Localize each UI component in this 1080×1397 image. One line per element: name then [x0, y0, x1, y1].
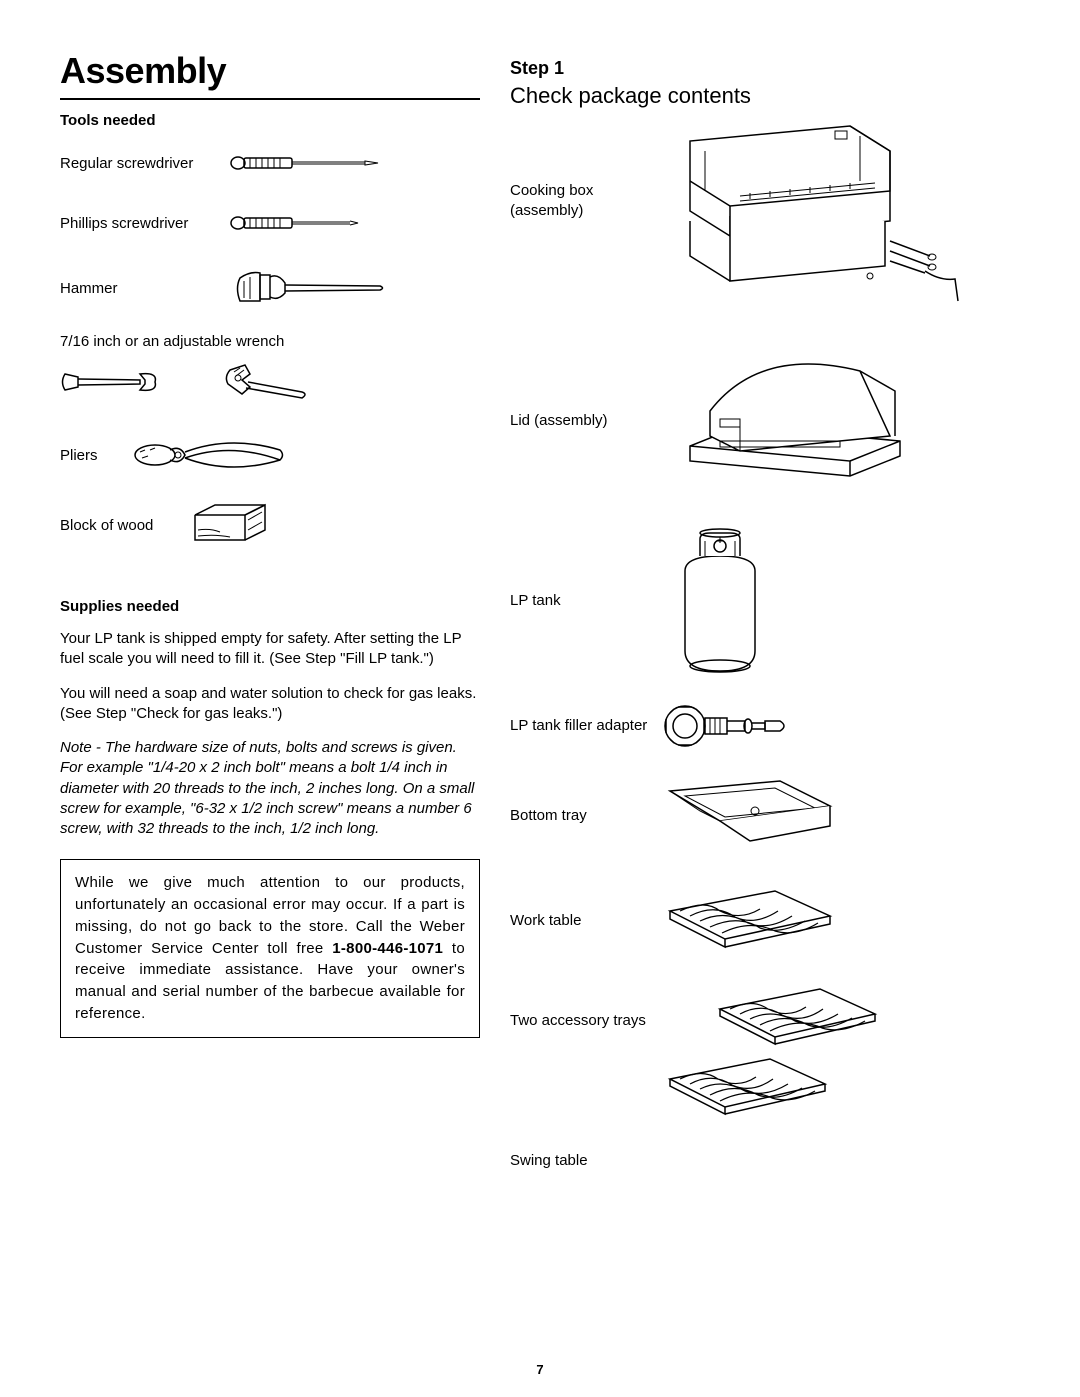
part-row-bottom-tray: Bottom tray	[510, 771, 990, 861]
accessory-trays-icon	[660, 981, 990, 1131]
part-row-lid: Lid (assembly)	[510, 341, 990, 501]
lid-icon	[660, 341, 990, 501]
part-row-lp-adapter: LP tank filler adapter	[510, 701, 990, 751]
part-label: Lid (assembly)	[510, 411, 660, 431]
part-row-lp-tank: LP tank	[510, 521, 990, 681]
part-row-swing-table: Swing table	[510, 1151, 990, 1171]
part-label: Cooking box (assembly)	[510, 121, 660, 220]
lp-tank-icon	[660, 521, 990, 681]
part-label: Bottom tray	[510, 806, 660, 826]
hardware-note: Note - The hardware size of nuts, bolts …	[60, 738, 480, 839]
tool-row-phillips-screwdriver: Phillips screwdriver	[60, 203, 480, 243]
part-row-accessory-trays: Two accessory trays	[510, 981, 990, 1131]
open-wrench-icon	[60, 362, 160, 402]
part-label: Swing table	[510, 1151, 660, 1171]
part-label: LP tank filler adapter	[510, 716, 660, 736]
page-heading: Assembly	[60, 50, 480, 100]
part-row-work-table: Work table	[510, 881, 990, 961]
part-label: Two accessory trays	[510, 981, 660, 1031]
tool-row-hammer: Hammer	[60, 263, 480, 313]
tool-label: Phillips screwdriver	[60, 215, 230, 232]
wrench-label: 7/16 inch or an adjustable wrench	[60, 333, 480, 350]
tool-label: Block of wood	[60, 517, 190, 534]
hammer-icon	[230, 263, 480, 313]
notice-phone: 1-800-446-1071	[332, 940, 443, 957]
bottom-tray-icon	[660, 771, 990, 861]
part-row-cooking-box: Cooking box (assembly)	[510, 121, 990, 321]
tool-row-regular-screwdriver: Regular screwdriver	[60, 143, 480, 183]
step-title: Check package contents	[510, 83, 990, 109]
step-label: Step 1	[510, 58, 990, 79]
tool-row-pliers: Pliers	[60, 430, 480, 480]
tool-row-block-of-wood: Block of wood	[60, 500, 480, 550]
regular-screwdriver-icon	[230, 153, 480, 173]
tool-label: Regular screwdriver	[60, 155, 230, 172]
notice-box: While we give much attention to our prod…	[60, 859, 480, 1037]
tool-label: Pliers	[60, 447, 130, 464]
part-label: LP tank	[510, 591, 660, 611]
tools-heading: Tools needed	[60, 112, 480, 129]
supplies-p2: You will need a soap and water solution …	[60, 684, 480, 725]
part-label: Work table	[510, 911, 660, 931]
lp-adapter-icon	[660, 701, 990, 751]
tool-label: Hammer	[60, 280, 230, 297]
page-number: 7	[0, 1362, 1080, 1377]
adjustable-wrench-icon	[220, 362, 310, 402]
pliers-icon	[130, 430, 480, 480]
wrench-row	[60, 362, 480, 402]
work-table-icon	[660, 881, 990, 961]
cooking-box-icon	[660, 121, 990, 321]
phillips-screwdriver-icon	[230, 213, 480, 233]
supplies-p1: Your LP tank is shipped empty for safety…	[60, 629, 480, 670]
supplies-heading: Supplies needed	[60, 598, 480, 615]
block-of-wood-icon	[190, 500, 480, 550]
